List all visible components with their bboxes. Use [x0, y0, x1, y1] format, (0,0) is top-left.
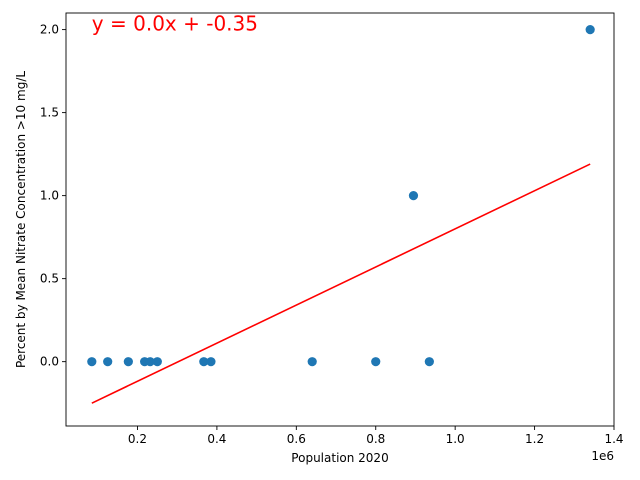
trendline	[91, 163, 591, 404]
scatter-point	[424, 357, 434, 367]
x-tick-label: 1.0	[446, 432, 465, 446]
x-tick-label: 1.2	[525, 432, 544, 446]
x-tick-label: 0.6	[287, 432, 306, 446]
regression-equation-annotation: y = 0.0x + -0.35	[92, 12, 258, 36]
scatter-point	[87, 357, 97, 367]
scatter-point	[307, 357, 317, 367]
x-axis-offset-label: 1e6	[591, 449, 614, 463]
y-tick-label: 0.5	[40, 272, 59, 286]
scatter-point	[145, 357, 155, 367]
scatter-point	[371, 357, 381, 367]
x-tick-label: 1.4	[604, 432, 623, 446]
x-axis-label: Population 2020	[291, 451, 388, 465]
scatter-point	[152, 357, 162, 367]
x-tick-label: 0.4	[207, 432, 226, 446]
scatter-point	[103, 357, 113, 367]
x-tick-label: 0.8	[366, 432, 385, 446]
y-axis-label: Percent by Mean Nitrate Concentration >1…	[14, 71, 28, 368]
scatter-point	[123, 357, 133, 367]
scatter-point	[408, 191, 419, 201]
y-tick-label: 0.0	[40, 355, 59, 369]
scatter-point	[585, 25, 595, 35]
plot-area	[87, 25, 595, 404]
scatter-point	[199, 357, 209, 367]
y-tick-label: 1.0	[40, 189, 59, 203]
y-tick-label: 2.0	[40, 23, 59, 37]
scatter-point	[206, 357, 216, 367]
y-tick-label: 1.5	[40, 106, 59, 120]
axes-frame	[65, 12, 615, 427]
axes: 0.2 0.4 0.6 0.8 1.0 1.2 1.4 0.0 0.5 1.0 1.5 2.0	[40, 12, 624, 446]
x-tick-label: 0.2	[128, 432, 147, 446]
